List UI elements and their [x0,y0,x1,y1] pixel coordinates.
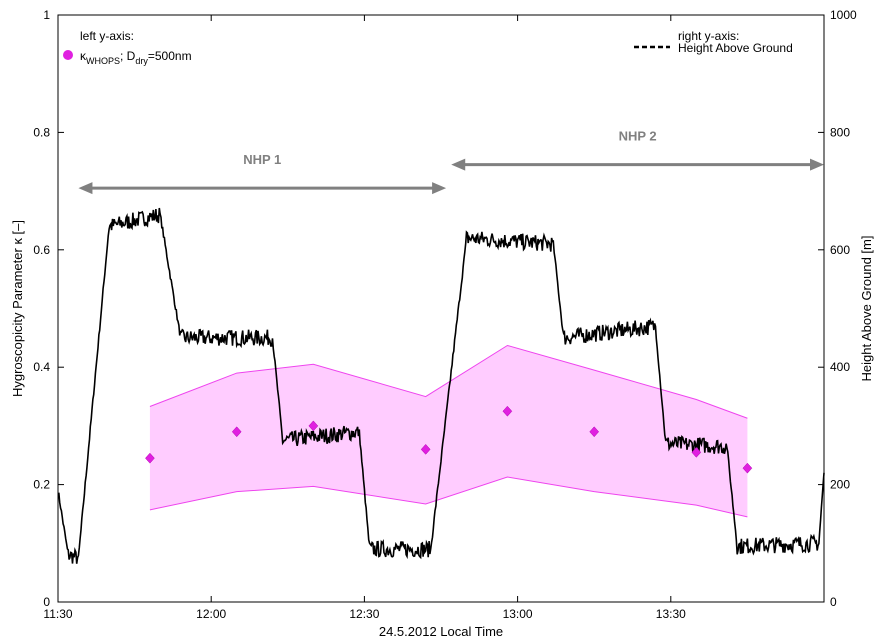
y-right-axis-label: Height Above Ground [m] [859,236,874,382]
y-left-axis-label: Hygroscopicity Parameter κ [–] [10,220,25,397]
kappa-band-lower-edge [149,476,748,518]
nhp-arrow-head-right [810,158,824,171]
y-right-tick-label: 1000 [830,8,857,22]
y-left-tick-label: 0.6 [33,243,50,257]
y-right-tick-label: 0 [830,595,837,609]
y-right-tick-label: 600 [830,243,850,257]
y-left-tick-label: 0.2 [33,478,50,492]
x-tick-label: 12:30 [349,607,379,621]
legend-kappa-label: κWHOPS; Ddry=500nm [80,49,192,66]
kappa-marker [691,446,702,458]
legend-height-label: Height Above Ground [678,41,793,55]
legend-right-header: right y-axis: [678,29,739,43]
nhp-arrow-head-left [451,158,466,171]
axes: 11:30 12:00 12:30 13:00 13:3000.20.40.60.810… [10,8,874,639]
kappa-marker [742,462,753,474]
legend-kappa-marker [63,50,73,60]
y-left-tick-label: 0 [43,595,50,609]
kappa-marker [231,426,242,438]
plot-area [58,207,825,564]
y-left-tick-label: 1 [43,8,50,22]
plot-frame [57,14,825,603]
y-right-tick-label: 400 [830,360,850,374]
kappa-marker [145,452,155,464]
y-left-tick-label: 0.4 [33,360,50,374]
x-tick-label: 12:00 [196,607,226,621]
kappa-marker [420,444,431,455]
nhp-arrow-group: NHP 1 [78,152,447,195]
nhp-arrow-head-left [78,182,93,195]
nhp-arrow-group: NHP 2 [451,129,824,171]
x-axis-label: 24.5.2012 Local Time [379,624,503,639]
kappa-marker [308,420,319,432]
kappa-marker [502,405,513,417]
kappa-uncertainty-band [149,345,748,517]
legend-right: right y-axis: Height Above Ground [634,29,793,55]
kappa-band-upper-edge [149,344,748,419]
height-line [58,207,825,564]
legends: left y-axis: κWHOPS; Ddry=500nm right y-… [63,29,793,66]
x-tick-label: 13:00 [503,607,533,621]
y-left-tick-label: 0.8 [33,125,50,139]
annotations: NHP 1 NHP 2 [78,129,824,195]
y-right-tick-label: 800 [830,125,850,139]
x-tick-label: 13:30 [656,607,686,621]
legend-left: left y-axis: κWHOPS; Ddry=500nm [63,29,192,66]
nhp-label: NHP 2 [619,129,657,144]
kappa-marker [589,426,600,438]
x-tick-label: 11:30 [43,607,72,621]
nhp-arrow-head-right [432,182,447,195]
nhp-label: NHP 1 [243,152,281,167]
y-right-tick-label: 200 [830,478,850,492]
legend-left-header: left y-axis: [80,29,134,43]
